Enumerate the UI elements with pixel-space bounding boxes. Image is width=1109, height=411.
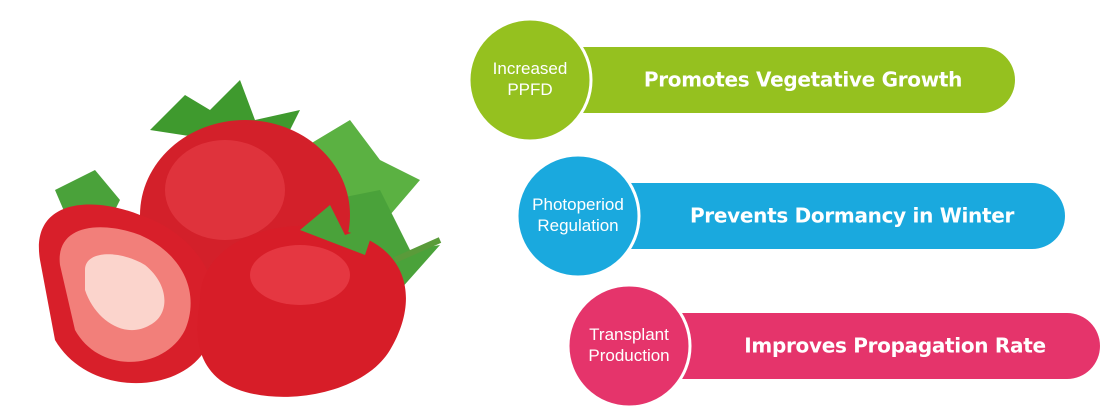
diagram: Increased PPFD Promotes Vegetative Growth P… bbox=[0, 0, 1109, 411]
benefit-text: Prevents Dormancy in Winter bbox=[690, 204, 1015, 228]
benefit-text: Promotes Vegetative Growth bbox=[644, 68, 962, 92]
circle-label: Increased bbox=[493, 59, 568, 78]
circle-label: Transplant bbox=[589, 325, 669, 344]
circle-label: Production bbox=[588, 346, 669, 365]
page: {"items": [ {"circle_label": ["Increased… bbox=[0, 0, 1109, 411]
benefit-text: Improves Propagation Rate bbox=[744, 334, 1045, 358]
benefit-row: Photoperiod Regulation Prevents Dormancy i… bbox=[517, 155, 1065, 277]
benefit-row: Transplant Production Improves Propagation… bbox=[568, 285, 1100, 407]
strawberry-illustration bbox=[39, 80, 440, 397]
benefit-list: Increased PPFD Promotes Vegetative Growth P… bbox=[469, 19, 1100, 407]
circle-label: Photoperiod bbox=[532, 195, 624, 214]
circle-label: Regulation bbox=[537, 216, 618, 235]
circle-label: PPFD bbox=[507, 80, 552, 99]
benefit-row: Increased PPFD Promotes Vegetative Growth bbox=[469, 19, 1015, 141]
